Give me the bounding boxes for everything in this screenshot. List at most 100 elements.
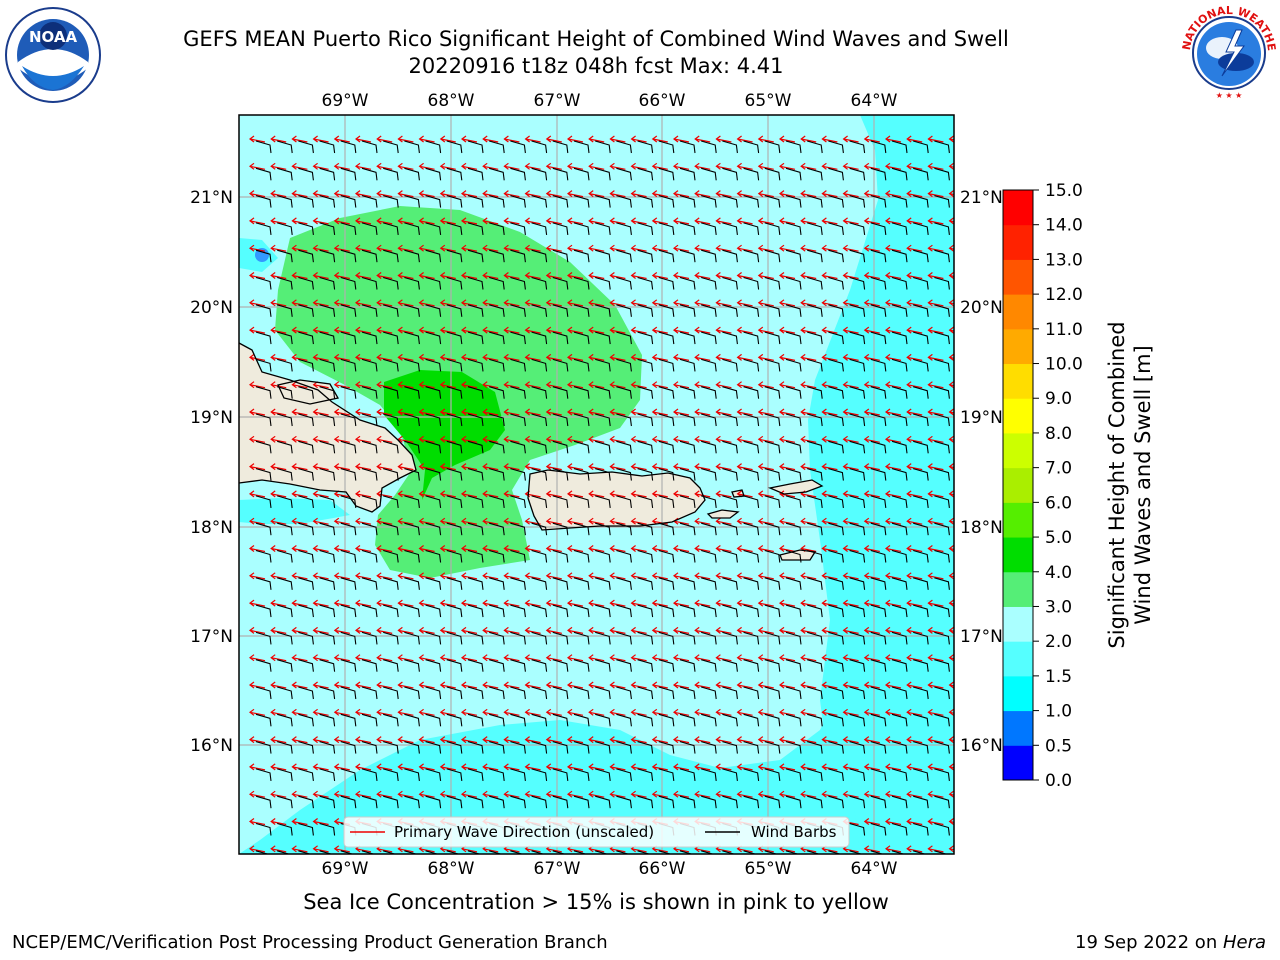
wave-direction-arrow [291,763,308,771]
wave-direction-arrow [863,135,880,143]
wind-barb [807,140,823,154]
wave-direction-arrow [694,626,711,634]
wind-barb [956,496,971,508]
wind-barb [595,304,611,317]
wave-direction-arrow [249,381,266,389]
wind-barb [828,577,844,590]
wave-direction-arrow [630,135,647,143]
wind-barb [722,495,738,508]
wave-direction-arrow [461,272,478,280]
wind-barb [828,604,844,618]
wave-direction-arrow [948,490,954,498]
wind-barb [255,577,272,590]
wave-direction-arrow [906,490,923,498]
colorbar-tick-label: 11.0 [1045,320,1083,340]
wave-direction-arrow [312,572,329,580]
wind-barb [383,249,399,263]
wave-direction-arrow [418,353,435,361]
wave-direction-arrow [249,763,266,771]
wave-direction-arrow [249,299,266,307]
wave-direction-arrow [376,135,393,143]
wave-direction-arrow [567,135,584,143]
wave-direction-arrow [651,599,668,607]
lat-label-19n-left: 19°N [190,408,233,428]
wind-barb [510,522,526,536]
wave-direction-arrow [736,299,753,307]
wind-barb [510,331,526,345]
wave-direction-arrow [355,572,372,580]
wave-direction-arrow [694,463,711,471]
wind-barb [764,140,781,154]
wind-barb [828,249,844,263]
wave-direction-arrow [482,272,499,280]
wave-direction-arrow [545,490,562,498]
wind-barb [807,741,823,754]
wind-barb [531,386,548,399]
wind-barb [934,276,950,290]
wind-barb [743,386,760,399]
wind-barb [637,549,654,563]
wave-direction-arrow [312,217,329,225]
wave-direction-arrow [461,190,478,198]
wind-barb [658,195,675,208]
wind-barb [934,822,950,836]
wind-barb [361,413,378,427]
wind-barb [616,222,632,235]
wind-barb [637,167,654,181]
wind-barb [425,440,442,454]
wind-barb [573,686,590,700]
wind-barb [870,659,887,672]
wind-barb [807,795,823,809]
wind-barb [340,850,355,854]
wave-direction-arrow [906,299,923,307]
wave-direction-arrow [567,736,584,744]
wind-barb [489,195,505,208]
wave-direction-arrow [842,217,859,225]
wind-barb [531,331,548,345]
wind-barb [701,413,717,427]
wave-direction-arrow [821,408,838,416]
wind-barb [404,495,420,508]
wave-direction-arrow [291,626,308,634]
wave-direction-arrow [842,463,859,471]
wind-barb [785,768,802,781]
wind-barb [361,195,378,208]
wave-direction-arrow [333,763,350,771]
wave-direction-arrow [249,681,266,689]
wave-direction-arrow [249,408,266,416]
wave-direction-arrow [948,353,954,361]
wave-direction-arrow [948,736,954,744]
wave-direction-arrow [757,272,774,280]
wind-barb [934,167,950,181]
wave-direction-arrow [270,135,287,143]
wind-barb [298,659,314,672]
wind-barb [361,631,378,645]
wind-barb [573,741,590,754]
wave-direction-arrow [651,736,668,744]
wave-direction-arrow [927,244,944,252]
wind-barb [828,167,844,181]
wave-direction-arrow [291,217,308,225]
wind-barb [298,440,314,454]
wind-barb [467,549,484,563]
wind-barb [701,768,717,781]
wind-barb [340,222,357,235]
wind-barb [531,495,548,508]
wave-direction-arrow [885,190,902,198]
wind-barb [828,140,844,154]
wave-direction-arrow [312,708,329,716]
wind-barb [298,413,314,427]
wave-direction-arrow [567,190,584,198]
wave-direction-arrow [694,244,711,252]
wave-direction-arrow [270,299,287,307]
wind-barb [319,440,336,454]
wave-direction-arrow [418,162,435,170]
wind-barb [679,795,696,809]
wind-barb [828,850,842,854]
wave-direction-arrow [588,490,605,498]
wind-barb [658,386,675,399]
wave-direction-arrow [800,599,817,607]
wind-barb [255,795,272,809]
wave-direction-arrow [715,599,732,607]
wind-barb [870,249,887,263]
